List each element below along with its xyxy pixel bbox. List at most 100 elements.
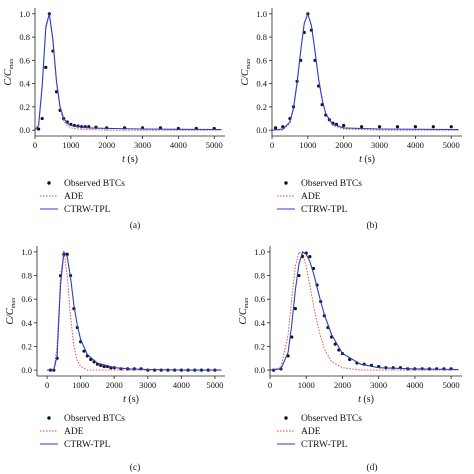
legend-observed-marker [284, 416, 288, 420]
y-tick-label: 0.8 [256, 32, 267, 42]
y-tick-label: 0.8 [19, 32, 30, 42]
x-tick-label: 1000 [299, 140, 316, 150]
legend-label: CTRW-TPL [301, 205, 348, 215]
panel-a: 0 1000 2000 3000 4000 5000 0.0 0.2 0.4 0.6 0.8 1.0 t… [3, 8, 225, 231]
y-tick-label: 0.6 [256, 55, 267, 65]
ctrw-tpl-curve [34, 13, 222, 131]
legend: Observed BTCs ADE CTRW-TPL [277, 179, 362, 215]
legend-label: ADE [64, 427, 84, 437]
y-axis-label: C/Cmax [3, 58, 15, 85]
y-tick-label: 1.0 [19, 9, 30, 19]
x-tick-label: 3000 [139, 380, 156, 390]
panel-tag: (b) [366, 220, 377, 231]
y-tick-label: 0.6 [19, 55, 30, 65]
panel-b: 0 1000 2000 3000 4000 5000 0.0 0.2 0.4 0.6 0.8 1.0 t… [240, 8, 462, 231]
x-tick-label: 5000 [443, 380, 460, 390]
y-tick-label: 0.4 [254, 318, 265, 328]
legend-label: Observed BTCs [64, 179, 125, 189]
y-tick-label: 0.0 [254, 365, 265, 375]
y-tick-label: 0.6 [21, 294, 32, 304]
legend-label: Observed BTCs [301, 179, 362, 189]
ade-curve [47, 251, 222, 371]
y-axis-label: C/Cmax [240, 58, 252, 85]
x-tick-label: 2000 [98, 140, 115, 150]
x-tick-label: 1000 [72, 380, 89, 390]
observed-point [395, 125, 400, 129]
legend-observed-marker [284, 181, 288, 185]
legend: Observed BTCs ADE CTRW-TPL [40, 179, 125, 215]
x-tick-label: 0 [33, 140, 37, 150]
x-tick-label: 5000 [206, 140, 223, 150]
legend-label: CTRW-TPL [301, 440, 348, 450]
y-tick-label: 0.6 [254, 294, 265, 304]
observed-point [413, 125, 417, 129]
y-tick-label: 0.8 [21, 271, 32, 281]
x-tick-label: 2000 [335, 140, 352, 150]
panel-d: 0 1000 2000 3000 4000 5000 0.0 0.2 0.4 0.6 0.8 1.0 t… [238, 246, 462, 473]
y-tick-label: 0.2 [21, 341, 32, 351]
y-tick-label: 0.0 [19, 125, 30, 135]
x-tick-label: 3000 [134, 140, 151, 150]
x-tick-label: 1000 [62, 140, 79, 150]
observed-point [431, 125, 435, 129]
observed-point [273, 126, 278, 130]
legend: Observed BTCs ADE CTRW-TPL [277, 414, 362, 450]
y-tick-label: 0.0 [256, 125, 267, 135]
x-tick-label: 5000 [443, 140, 460, 150]
y-axis-label: C/Cmax [5, 297, 17, 324]
legend-label: ADE [301, 192, 321, 202]
y-tick-label: 1.0 [21, 247, 32, 257]
x-tick-label: 2000 [106, 380, 123, 390]
observed-point [82, 349, 86, 353]
x-tick-label: 4000 [406, 380, 423, 390]
observed-point [360, 125, 364, 129]
legend-observed-marker [47, 181, 51, 185]
x-tick-label: 4000 [170, 140, 187, 150]
observed-point [342, 123, 346, 128]
ctrw-tpl-curve [269, 251, 459, 371]
legend-observed-marker [47, 416, 51, 420]
x-tick-label: 3000 [370, 380, 387, 390]
observed-point [377, 125, 382, 129]
ctrw-tpl-curve [271, 12, 459, 131]
y-tick-label: 0.2 [254, 341, 265, 351]
panel-tag: (a) [130, 220, 141, 231]
legend: Observed BTCs ADE CTRW-TPL [40, 414, 125, 450]
panel-tag: (c) [130, 462, 141, 473]
observed-point [290, 335, 294, 339]
legend-label: ADE [64, 192, 84, 202]
y-tick-label: 1.0 [254, 247, 265, 257]
y-axis-label: C/Cmax [238, 297, 250, 324]
x-tick-label: 4000 [173, 380, 190, 390]
panel-c: 0 1000 2000 3000 4000 5000 0.0 0.2 0.4 0.6 0.8 1.0 t… [5, 246, 225, 473]
observed-point [449, 125, 453, 129]
y-tick-label: 0.4 [19, 79, 30, 89]
x-tick-label: 0 [45, 380, 49, 390]
ade-curve [34, 13, 222, 131]
y-tick-label: 0.2 [256, 102, 267, 112]
x-tick-label: 0 [270, 140, 274, 150]
panel-tag: (d) [366, 462, 377, 473]
y-tick-label: 0.4 [256, 79, 267, 89]
x-tick-label: 5000 [206, 380, 223, 390]
legend-label: Observed BTCs [301, 414, 362, 424]
x-axis-label: t (s) [359, 154, 375, 165]
x-tick-label: 1000 [298, 380, 315, 390]
x-tick-label: 4000 [407, 140, 424, 150]
y-tick-label: 0.4 [21, 318, 32, 328]
observed-point [36, 127, 41, 131]
x-tick-label: 0 [268, 380, 272, 390]
observed-point [40, 116, 44, 121]
observed-point [297, 273, 301, 278]
x-tick-label: 2000 [334, 380, 351, 390]
legend-label: Observed BTCs [64, 414, 125, 424]
observed-point [308, 255, 312, 259]
y-tick-label: 0.8 [254, 271, 265, 281]
y-tick-label: 1.0 [256, 9, 267, 19]
observed-point [293, 307, 297, 311]
observed-point [102, 364, 106, 369]
x-axis-label: t (s) [122, 154, 138, 165]
ctrw-tpl-curve [47, 250, 222, 371]
y-tick-label: 0.0 [21, 365, 32, 375]
